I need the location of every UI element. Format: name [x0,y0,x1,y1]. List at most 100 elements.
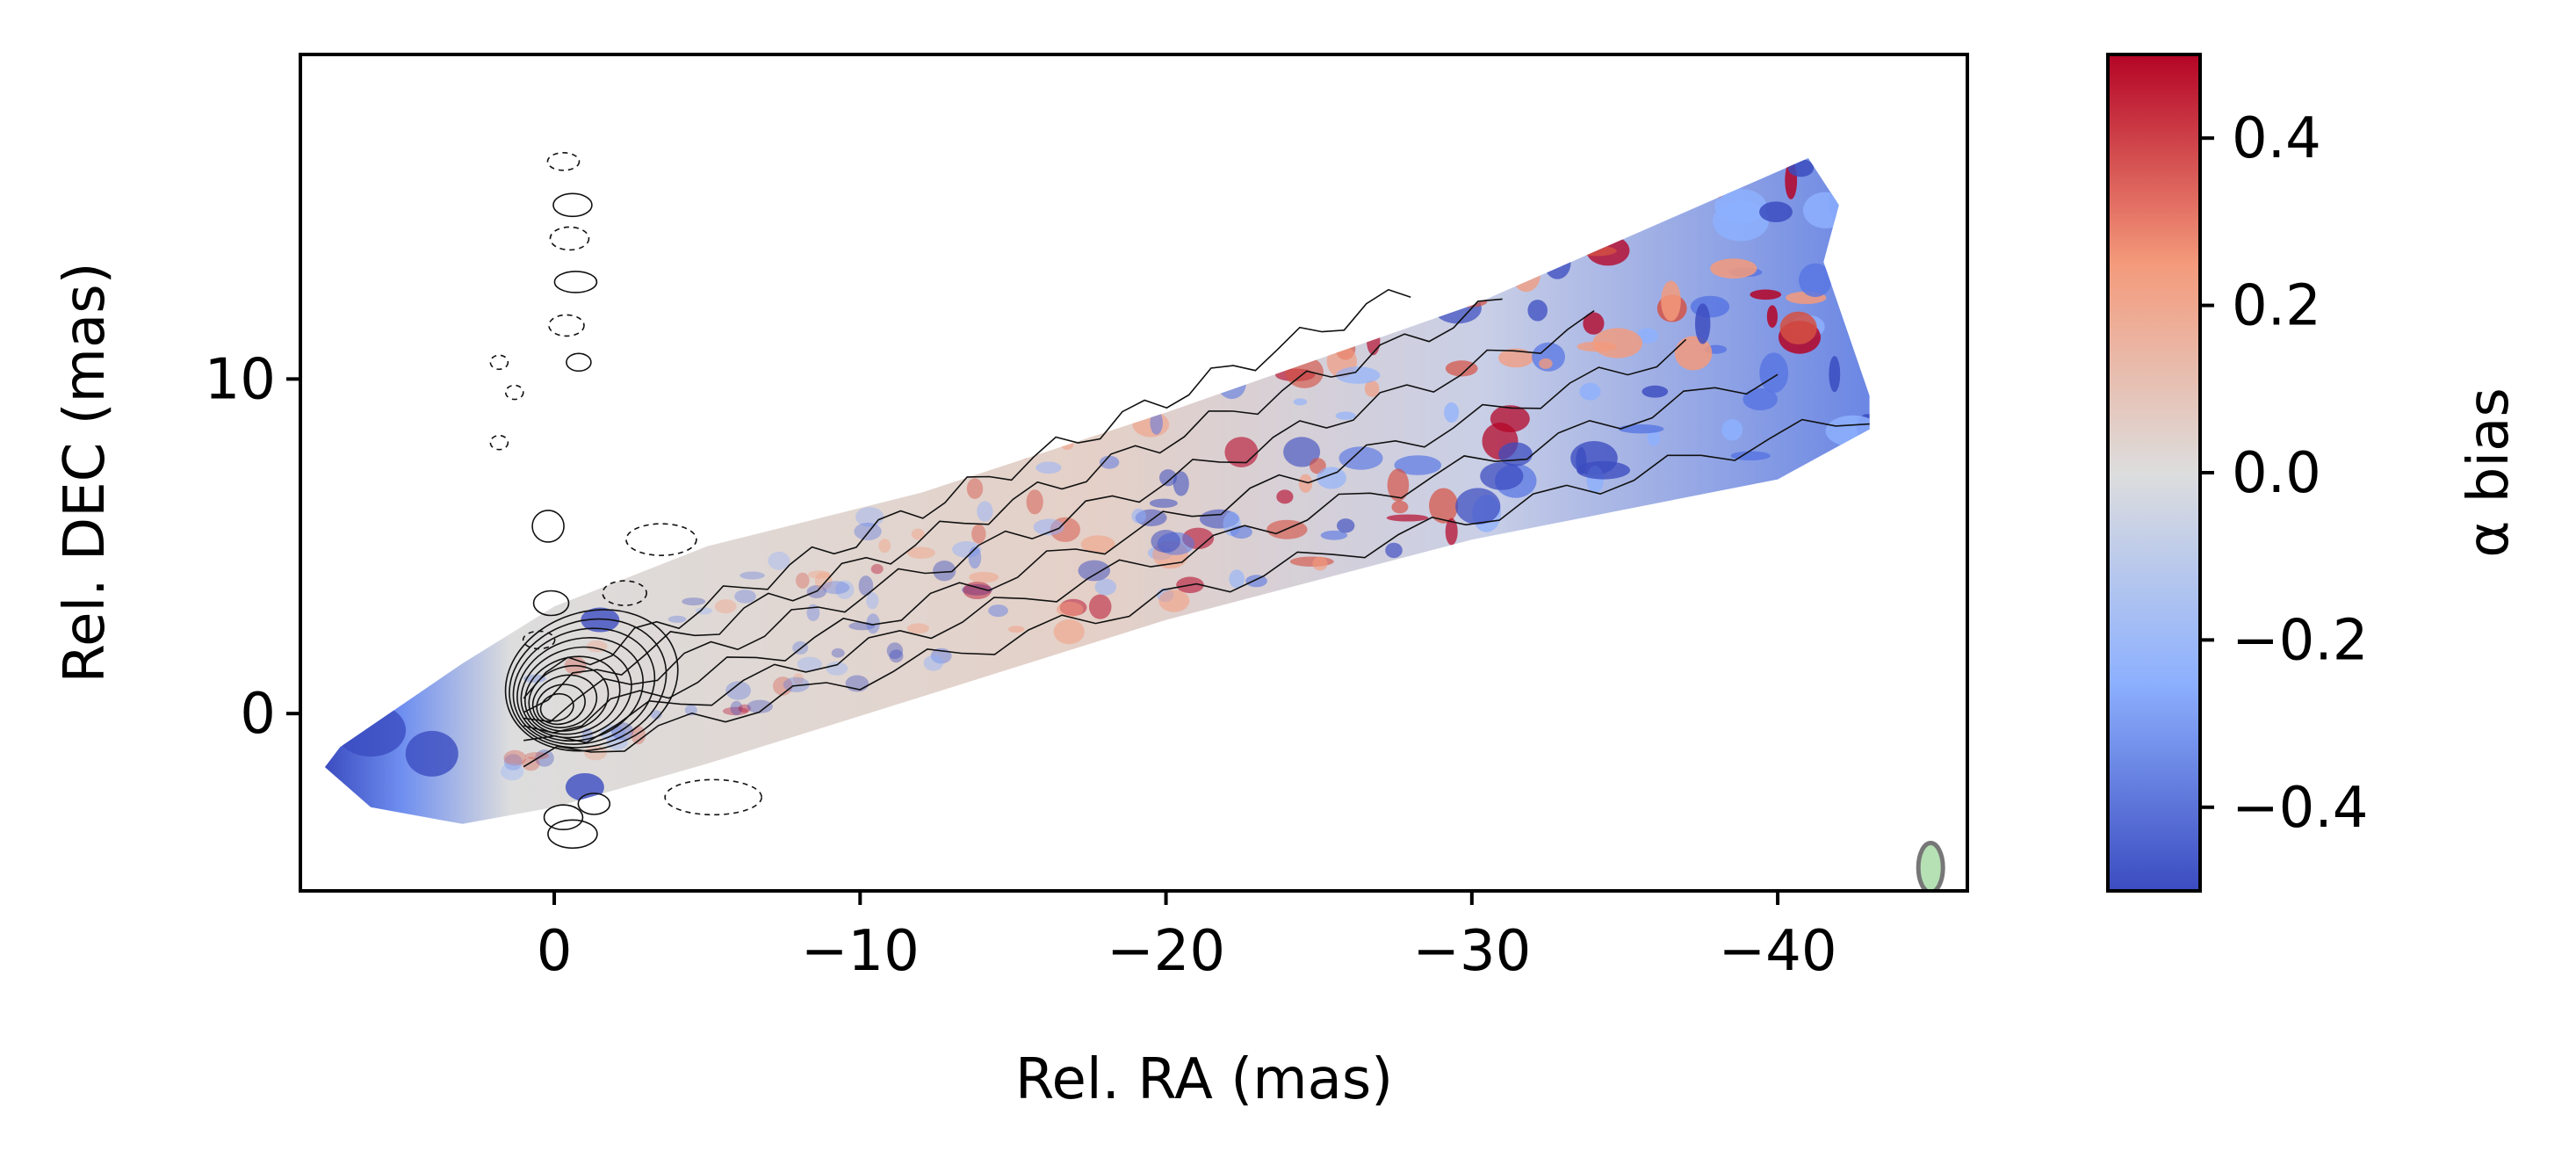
alpha-patch [1480,462,1524,490]
alpha-patch [1766,305,1778,329]
contour-line [566,352,592,373]
alpha-patch [1050,517,1081,542]
colorbar-tick-label: 0.4 [2232,106,2321,171]
alpha-patch [1674,336,1713,371]
alpha-patch [1335,411,1356,420]
alpha-patch [1429,488,1459,524]
alpha-patch [906,546,935,559]
alpha-patch [524,752,550,760]
alpha-patch [740,571,765,580]
alpha-patch [971,524,986,544]
contour-line [543,804,584,831]
alpha-patch [870,563,884,575]
alpha-patch [1088,594,1112,619]
x-tick-label: −20 [1107,919,1225,984]
alpha-patch [1057,601,1084,618]
alpha-patch [1498,348,1534,368]
alpha-patch [1455,488,1501,525]
contour-line [489,434,509,451]
alpha-patch [1445,360,1478,377]
alpha-patch [684,705,697,716]
alpha-patch [923,655,944,671]
contour-line [547,819,598,850]
alpha-patch [911,528,925,540]
contour-line [523,309,1595,723]
colorbar-label: α bias [2457,387,2522,558]
y-axis-label: Rel. DEC (mas) [53,262,118,683]
contour-line [602,580,647,606]
alpha-patch [1714,189,1767,223]
contour-line [577,792,611,815]
alpha-patch [858,575,874,597]
alpha-patch [1026,489,1043,515]
alpha-patch [1386,514,1429,522]
alpha-patch [1276,489,1294,504]
alpha-patch [1320,530,1348,540]
contour-line [531,510,565,543]
alpha-patch [808,570,831,579]
alpha-patch [1618,424,1664,434]
alpha-patch [714,599,737,614]
colorbar [2106,53,2202,893]
alpha-patch [1391,500,1409,514]
alpha-patch [725,681,751,700]
alpha-patch [747,699,773,713]
alpha-patch [907,623,929,634]
alpha-patch [1759,201,1793,222]
alpha-patch [826,662,848,676]
alpha-patch [1721,419,1743,441]
alpha-patch [1099,455,1120,469]
alpha-patch [988,604,1008,618]
contour-line [523,373,1779,744]
alpha-patch [1150,410,1163,435]
contour-line [528,664,610,732]
colorbar-tick-label: 0.2 [2232,274,2321,339]
alpha-patch [1337,518,1355,533]
y-axis: 0 10 [205,347,300,747]
alpha-patch [1385,542,1403,559]
alpha-patch [1078,560,1111,582]
alpha-patch [1158,590,1190,612]
alpha-patch [1750,289,1782,300]
alpha-patch [1498,442,1533,467]
alpha-patch [600,725,626,742]
plot-frame [299,53,1969,893]
x-axis: 0 −10 −20 −30 −40 [537,891,1837,984]
contour-line [523,298,1503,713]
x-tick-label: −40 [1719,919,1837,984]
alpha-patch [1577,460,1630,480]
contour-line [523,418,1870,768]
alpha-patch [1151,530,1180,553]
alpha-patch [1339,446,1383,470]
alpha-patch [1695,303,1711,344]
contour-line [523,288,1411,699]
contour-line [531,674,598,728]
alpha-patch [1829,356,1841,393]
contour-line [546,152,581,171]
alpha-patch [886,642,904,660]
alpha-patch [503,749,527,766]
contour-line [548,314,585,337]
alpha-patch [1387,468,1410,502]
alpha-patch [1799,263,1832,298]
colorbar-tick-label: −0.2 [2232,608,2368,673]
alpha-patch [1008,626,1025,633]
contour-line [512,627,656,745]
alpha-patch [682,597,706,606]
contour-line [504,384,524,401]
alpha-patch [535,749,554,767]
contour-line [552,192,593,218]
alpha-patch [1647,429,1661,446]
contour-line [553,271,598,293]
alpha-patch [1642,385,1669,398]
alpha-patch [1283,437,1321,467]
alpha-patch [1033,518,1064,536]
colorbar-tick-label: −0.4 [2232,776,2368,841]
contour-line [509,618,667,749]
alpha-patch [1710,258,1757,279]
alpha-patch [796,572,810,589]
alpha-patch [565,772,604,801]
alpha-patch [1444,402,1460,423]
alpha-patch [523,674,546,684]
alpha-patch [667,615,687,623]
